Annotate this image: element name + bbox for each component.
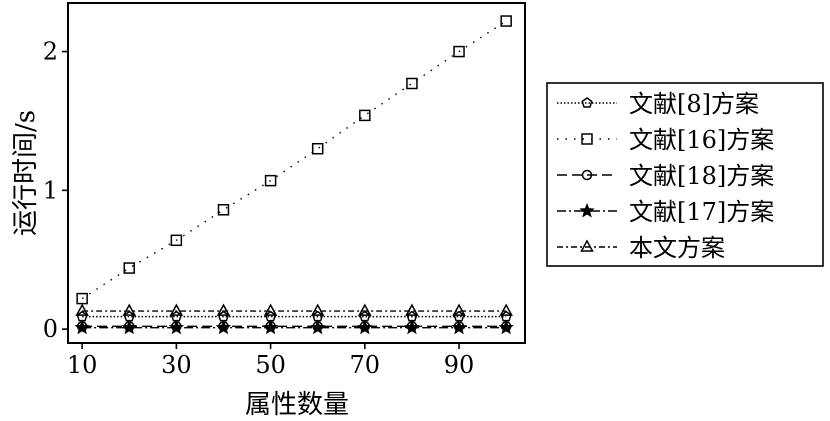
data-point-s2-7 [359,109,371,122]
legend-marker-3 [581,169,593,181]
data-point-s5-1 [75,303,89,316]
data-point-s4-5 [262,319,279,335]
data-point-s4-10 [498,319,514,335]
y-tick-label-0: 0 [43,315,58,343]
ticks-layer: 10 30 50 70 90 0 1 2 [43,38,475,379]
series-2 [76,15,512,305]
y-tick-label-2: 2 [43,38,58,66]
data-point-s2-2 [123,262,135,274]
x-tick-label-90: 90 [444,351,475,379]
data-point-s1-7 [359,310,371,322]
plot-layer [74,15,514,335]
x-axis-label: 属性数量 [245,390,349,420]
legend-label-4: 文献[17]方案 [629,198,774,226]
data-point-s4-7 [357,319,373,335]
legend-label-3: 文献[18]方案 [629,162,774,190]
data-point-s2-9 [453,45,465,58]
data-point-s5-5 [263,303,278,316]
data-point-s2-10 [500,15,512,27]
data-point-s5-2 [122,303,137,316]
series-1 [76,310,512,322]
y-tick-label-1: 1 [43,176,58,204]
data-point-s4-9 [451,319,467,335]
data-point-s4-2 [121,319,137,335]
data-point-s1-5 [264,310,277,322]
legend-marker-2 [581,133,593,145]
data-point-s5-6 [310,303,325,316]
legend-entry-1: 文献[8]方案 [557,90,759,118]
legend-entry-2: 文献[16]方案 [557,126,774,154]
legend-entry-4: 文献[17]方案 [557,198,774,226]
data-point-s2-5 [264,174,277,187]
data-point-s4-1 [74,319,90,335]
data-point-s4-4 [215,319,232,335]
x-tick-label-50: 50 [255,351,286,379]
legend-label-5: 本文方案 [629,234,725,262]
data-point-s1-3 [170,310,183,322]
data-point-s1-9 [453,310,465,322]
data-point-s2-3 [170,234,183,247]
y-axis-label: 运行时间/s [11,110,41,236]
data-point-s2-6 [311,142,324,155]
series-5 [75,303,513,316]
legend-entry-5: 本文方案 [557,234,725,262]
plot-frame [67,2,526,344]
series-line-2 [81,20,507,300]
x-tick-label-70: 70 [350,351,381,379]
data-point-s4-3 [168,319,185,335]
series-4 [74,319,514,335]
legend-entry-3: 文献[18]方案 [557,162,774,190]
legend-label-2: 文献[16]方案 [629,126,774,154]
data-point-s5-4 [216,303,231,316]
data-point-s4-8 [404,319,420,335]
legend-marker-1 [581,97,593,108]
data-point-s4-6 [310,319,326,335]
data-point-s2-4 [217,204,230,216]
x-tick-label-10: 10 [67,351,98,379]
data-point-s5-10 [499,303,513,316]
data-point-s2-8 [406,77,418,90]
legend-label-1: 文献[8]方案 [629,90,759,118]
x-tick-label-30: 30 [161,351,192,379]
legend-marker-5 [580,239,594,252]
data-point-s5-8 [405,303,419,316]
legend-marker-4 [579,202,595,218]
data-point-s5-7 [358,303,372,316]
data-point-s5-3 [169,303,184,316]
series-3 [76,321,512,332]
data-point-s5-9 [452,303,466,316]
